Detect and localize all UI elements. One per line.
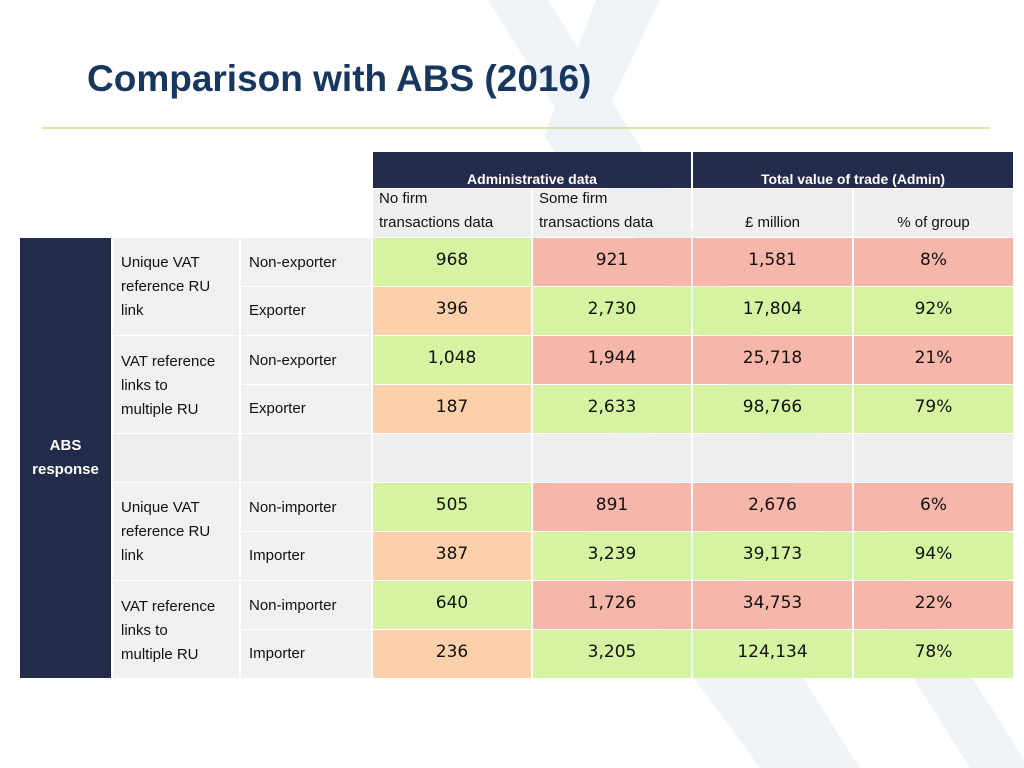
row-label: Exporter [241, 385, 371, 433]
column-header-percent-of-group: % of group [854, 189, 1013, 237]
data-cell: 3,239 [533, 532, 691, 580]
data-cell: 236 [373, 630, 531, 678]
data-cell: 34,753 [693, 581, 852, 629]
column-header-no-firm-transactions: No firm transactions data [373, 189, 531, 237]
data-cell: 8% [854, 238, 1013, 286]
data-cell: 1,726 [533, 581, 691, 629]
data-cell: 2,676 [693, 483, 852, 531]
row-label: Exporter [241, 287, 371, 335]
data-cell: 187 [373, 385, 531, 433]
data-cell: 3,205 [533, 630, 691, 678]
data-cell: 79% [854, 385, 1013, 433]
data-cell: 1,048 [373, 336, 531, 384]
row-label: Non-exporter [241, 238, 371, 286]
data-cell: 17,804 [693, 287, 852, 335]
spacer-cell [373, 434, 531, 482]
row-label: Importer [241, 532, 371, 580]
data-cell: 92% [854, 287, 1013, 335]
data-cell: 505 [373, 483, 531, 531]
data-cell: 1,944 [533, 336, 691, 384]
data-cell: 124,134 [693, 630, 852, 678]
data-cell: 2,633 [533, 385, 691, 433]
data-cell: 22% [854, 581, 1013, 629]
group-header-administrative-data: Administrative data [373, 152, 691, 188]
data-cell: 6% [854, 483, 1013, 531]
spacer-cell [533, 434, 691, 482]
group-label: Unique VAT reference RU link [113, 238, 239, 335]
row-label: Importer [241, 630, 371, 678]
data-cell: 21% [854, 336, 1013, 384]
row-header-abs-response: ABS response [20, 238, 111, 678]
title-divider [42, 127, 990, 129]
data-cell: 39,173 [693, 532, 852, 580]
data-cell: 396 [373, 287, 531, 335]
column-header-gbp-million: £ million [693, 189, 852, 237]
group-label: VAT reference links to multiple RU [113, 581, 239, 678]
column-header-some-firm-transactions: Some firm transactions data [533, 189, 691, 237]
data-cell: 94% [854, 532, 1013, 580]
spacer-cell [854, 434, 1013, 482]
data-cell: 891 [533, 483, 691, 531]
data-cell: 921 [533, 238, 691, 286]
row-label: Non-importer [241, 483, 371, 531]
data-cell: 25,718 [693, 336, 852, 384]
group-header-total-value-of-trade: Total value of trade (Admin) [693, 152, 1013, 188]
data-cell: 387 [373, 532, 531, 580]
comparison-table: Administrative data Total value of trade … [20, 152, 1013, 678]
slide-title: Comparison with ABS (2016) [87, 58, 592, 99]
row-label: Non-exporter [241, 336, 371, 384]
group-label: Unique VAT reference RU link [113, 483, 239, 580]
spacer-cell [693, 434, 852, 482]
group-label: VAT reference links to multiple RU [113, 336, 239, 433]
row-label: Non-importer [241, 581, 371, 629]
spacer-cell [113, 434, 239, 482]
spacer-cell [241, 434, 371, 482]
data-cell: 640 [373, 581, 531, 629]
data-cell: 968 [373, 238, 531, 286]
data-cell: 78% [854, 630, 1013, 678]
data-cell: 1,581 [693, 238, 852, 286]
data-cell: 98,766 [693, 385, 852, 433]
data-cell: 2,730 [533, 287, 691, 335]
